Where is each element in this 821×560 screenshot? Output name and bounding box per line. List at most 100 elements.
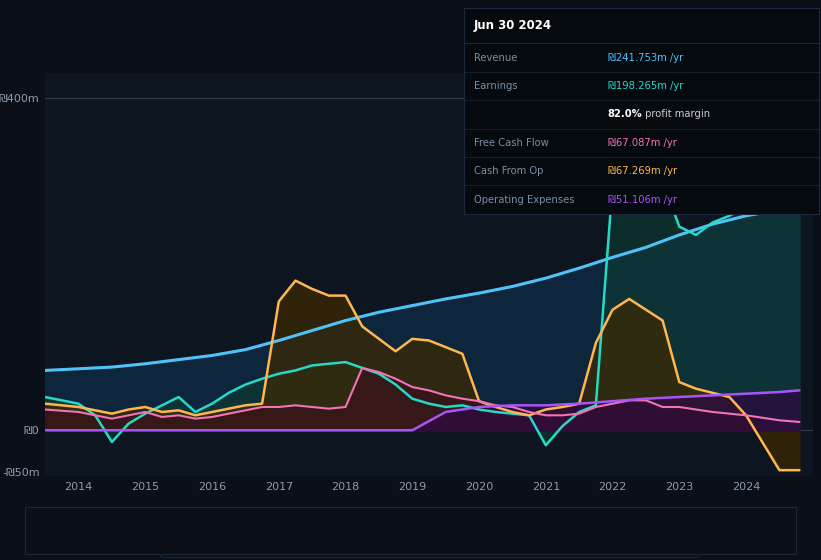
Cash From Op — [157, 409, 167, 416]
Free Cash Flow — [40, 406, 50, 413]
Cash From Op — [124, 406, 134, 413]
Operating Expenses — [74, 427, 84, 433]
Cash From Op — [207, 409, 217, 416]
Cash From Op — [624, 296, 634, 302]
Earnings — [174, 394, 184, 400]
Cash From Op — [40, 400, 50, 407]
Free Cash Flow — [124, 412, 134, 419]
Free Cash Flow — [357, 365, 367, 371]
Operating Expenses — [207, 427, 217, 433]
Revenue — [140, 361, 150, 367]
Cash From Op — [140, 404, 150, 410]
Cash From Op — [90, 407, 100, 414]
Free Cash Flow — [307, 404, 317, 410]
Free Cash Flow — [608, 400, 617, 407]
Text: Earnings: Earnings — [474, 81, 517, 91]
Free Cash Flow — [574, 410, 584, 417]
Earnings — [441, 404, 451, 410]
Earnings — [90, 412, 100, 419]
Revenue — [641, 244, 651, 251]
Revenue — [174, 356, 184, 363]
Revenue — [274, 337, 284, 344]
Free Cash Flow — [557, 412, 567, 419]
Earnings — [741, 204, 751, 211]
Line: Operating Expenses: Operating Expenses — [45, 390, 800, 430]
Revenue — [507, 283, 517, 290]
Earnings — [224, 390, 234, 396]
Earnings — [74, 400, 84, 407]
Free Cash Flow — [190, 416, 200, 422]
Free Cash Flow — [107, 416, 117, 422]
Legend: Revenue, Earnings, Free Cash Flow, Cash From Op, Operating Expenses: Revenue, Earnings, Free Cash Flow, Cash … — [160, 536, 698, 557]
Cash From Op — [507, 409, 517, 416]
Earnings — [574, 409, 584, 416]
Revenue — [774, 207, 784, 213]
Operating Expenses — [507, 402, 517, 409]
Free Cash Flow — [140, 409, 150, 416]
Operating Expenses — [795, 387, 805, 394]
Earnings — [624, 148, 634, 155]
Line: Earnings: Earnings — [45, 127, 800, 445]
Cash From Op — [774, 467, 784, 474]
Cash From Op — [257, 400, 267, 407]
Cash From Op — [241, 402, 250, 409]
Free Cash Flow — [224, 410, 234, 417]
Earnings — [557, 423, 567, 430]
Operating Expenses — [574, 400, 584, 407]
Text: profit margin: profit margin — [642, 109, 710, 119]
Text: 82.0%: 82.0% — [608, 109, 642, 119]
Line: Revenue: Revenue — [45, 207, 800, 370]
Free Cash Flow — [624, 397, 634, 404]
Cash From Op — [524, 412, 534, 419]
Earnings — [724, 212, 734, 219]
Earnings — [541, 442, 551, 449]
Free Cash Flow — [741, 412, 751, 419]
Revenue — [574, 265, 584, 272]
Free Cash Flow — [241, 407, 250, 414]
Revenue — [341, 317, 351, 324]
Text: ₪67.087m /yr: ₪67.087m /yr — [608, 138, 677, 148]
Cash From Op — [474, 398, 484, 404]
Cash From Op — [224, 405, 234, 412]
Cash From Op — [795, 467, 805, 474]
Cash From Op — [74, 404, 84, 410]
Free Cash Flow — [441, 392, 451, 399]
Revenue — [74, 365, 84, 372]
Earnings — [157, 402, 167, 409]
Text: ₪51.106m /yr: ₪51.106m /yr — [608, 195, 677, 205]
Earnings — [608, 181, 617, 188]
Earnings — [407, 395, 417, 402]
Text: Jun 30 2024: Jun 30 2024 — [474, 20, 552, 32]
Operating Expenses — [474, 404, 484, 410]
Cash From Op — [658, 317, 667, 324]
Free Cash Flow — [474, 398, 484, 404]
Operating Expenses — [140, 427, 150, 433]
Earnings — [207, 400, 217, 407]
Earnings — [274, 370, 284, 377]
Earnings — [140, 410, 150, 417]
Earnings — [795, 207, 805, 213]
Free Cash Flow — [491, 402, 501, 409]
Cash From Op — [557, 404, 567, 410]
Operating Expenses — [40, 427, 50, 433]
Revenue — [741, 212, 751, 219]
Earnings — [474, 406, 484, 413]
Free Cash Flow — [274, 404, 284, 410]
Earnings — [341, 359, 351, 366]
Earnings — [241, 381, 250, 388]
Earnings — [691, 231, 701, 238]
Operating Expenses — [741, 390, 751, 397]
Free Cash Flow — [724, 410, 734, 417]
Earnings — [291, 367, 300, 374]
Cash From Op — [424, 337, 434, 344]
Free Cash Flow — [157, 414, 167, 421]
Free Cash Flow — [407, 384, 417, 390]
Revenue — [608, 254, 617, 261]
Earnings — [107, 438, 117, 445]
Revenue — [374, 309, 384, 316]
Free Cash Flow — [341, 404, 351, 410]
Text: Free Cash Flow: Free Cash Flow — [474, 138, 548, 148]
Revenue — [541, 275, 551, 282]
Revenue — [307, 327, 317, 334]
Cash From Op — [357, 323, 367, 330]
